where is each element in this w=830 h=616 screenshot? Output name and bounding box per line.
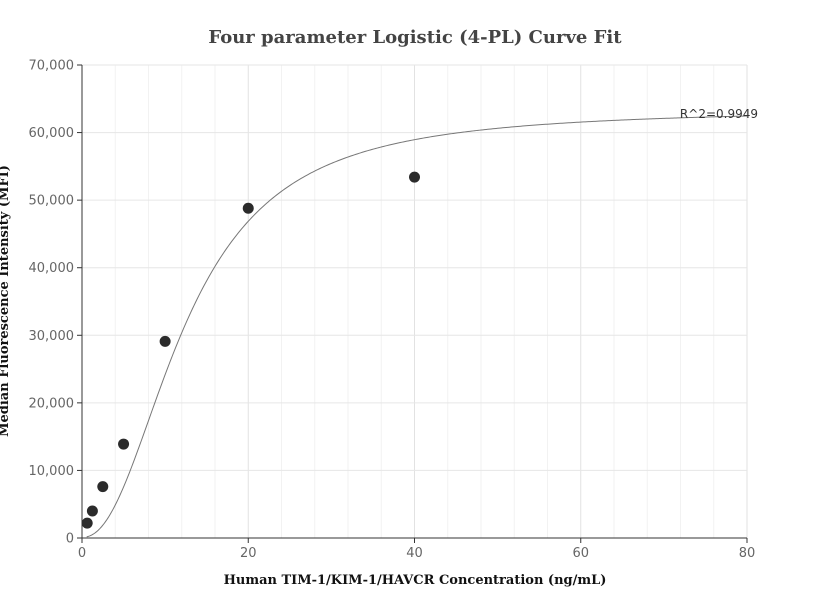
- data-point: [159, 335, 171, 347]
- x-tick-label: 40: [406, 546, 423, 561]
- x-axis-label: Human TIM-1/KIM-1/HAVCR Concentration (n…: [224, 573, 607, 588]
- y-tick-label: 0: [66, 532, 74, 547]
- x-tick-label: 80: [739, 546, 756, 561]
- y-axis-label: Median Fluorescence Intensity (MFI): [0, 165, 12, 437]
- data-point: [81, 517, 93, 529]
- data-point: [118, 438, 130, 450]
- y-tick-label: 10,000: [29, 464, 75, 479]
- x-tick-label: 20: [240, 546, 257, 561]
- fit-curve: [86, 115, 748, 538]
- x-tick-label: 0: [78, 546, 86, 561]
- grid: [82, 64, 748, 538]
- chart-title: Four parameter Logistic (4-PL) Curve Fit: [208, 27, 622, 48]
- y-tick-label: 20,000: [29, 396, 75, 411]
- data-point: [409, 171, 420, 183]
- y-tick-label: 30,000: [29, 329, 75, 344]
- y-tick-label: 50,000: [29, 194, 75, 209]
- tick-labels: 0 20 40 60 80 0 10,000 20,000 30,000 40,000 50,000…: [29, 59, 756, 562]
- data-point: [97, 481, 109, 493]
- x-tick-label: 60: [572, 546, 589, 561]
- data-point: [86, 505, 98, 517]
- y-tick-label: 60,000: [29, 126, 75, 141]
- r-squared-annotation: R^2=0.9949: [680, 107, 758, 121]
- y-tick-label: 70,000: [29, 59, 75, 74]
- data-points: [81, 171, 420, 529]
- data-point: [242, 202, 254, 214]
- y-tick-label: 40,000: [29, 261, 75, 276]
